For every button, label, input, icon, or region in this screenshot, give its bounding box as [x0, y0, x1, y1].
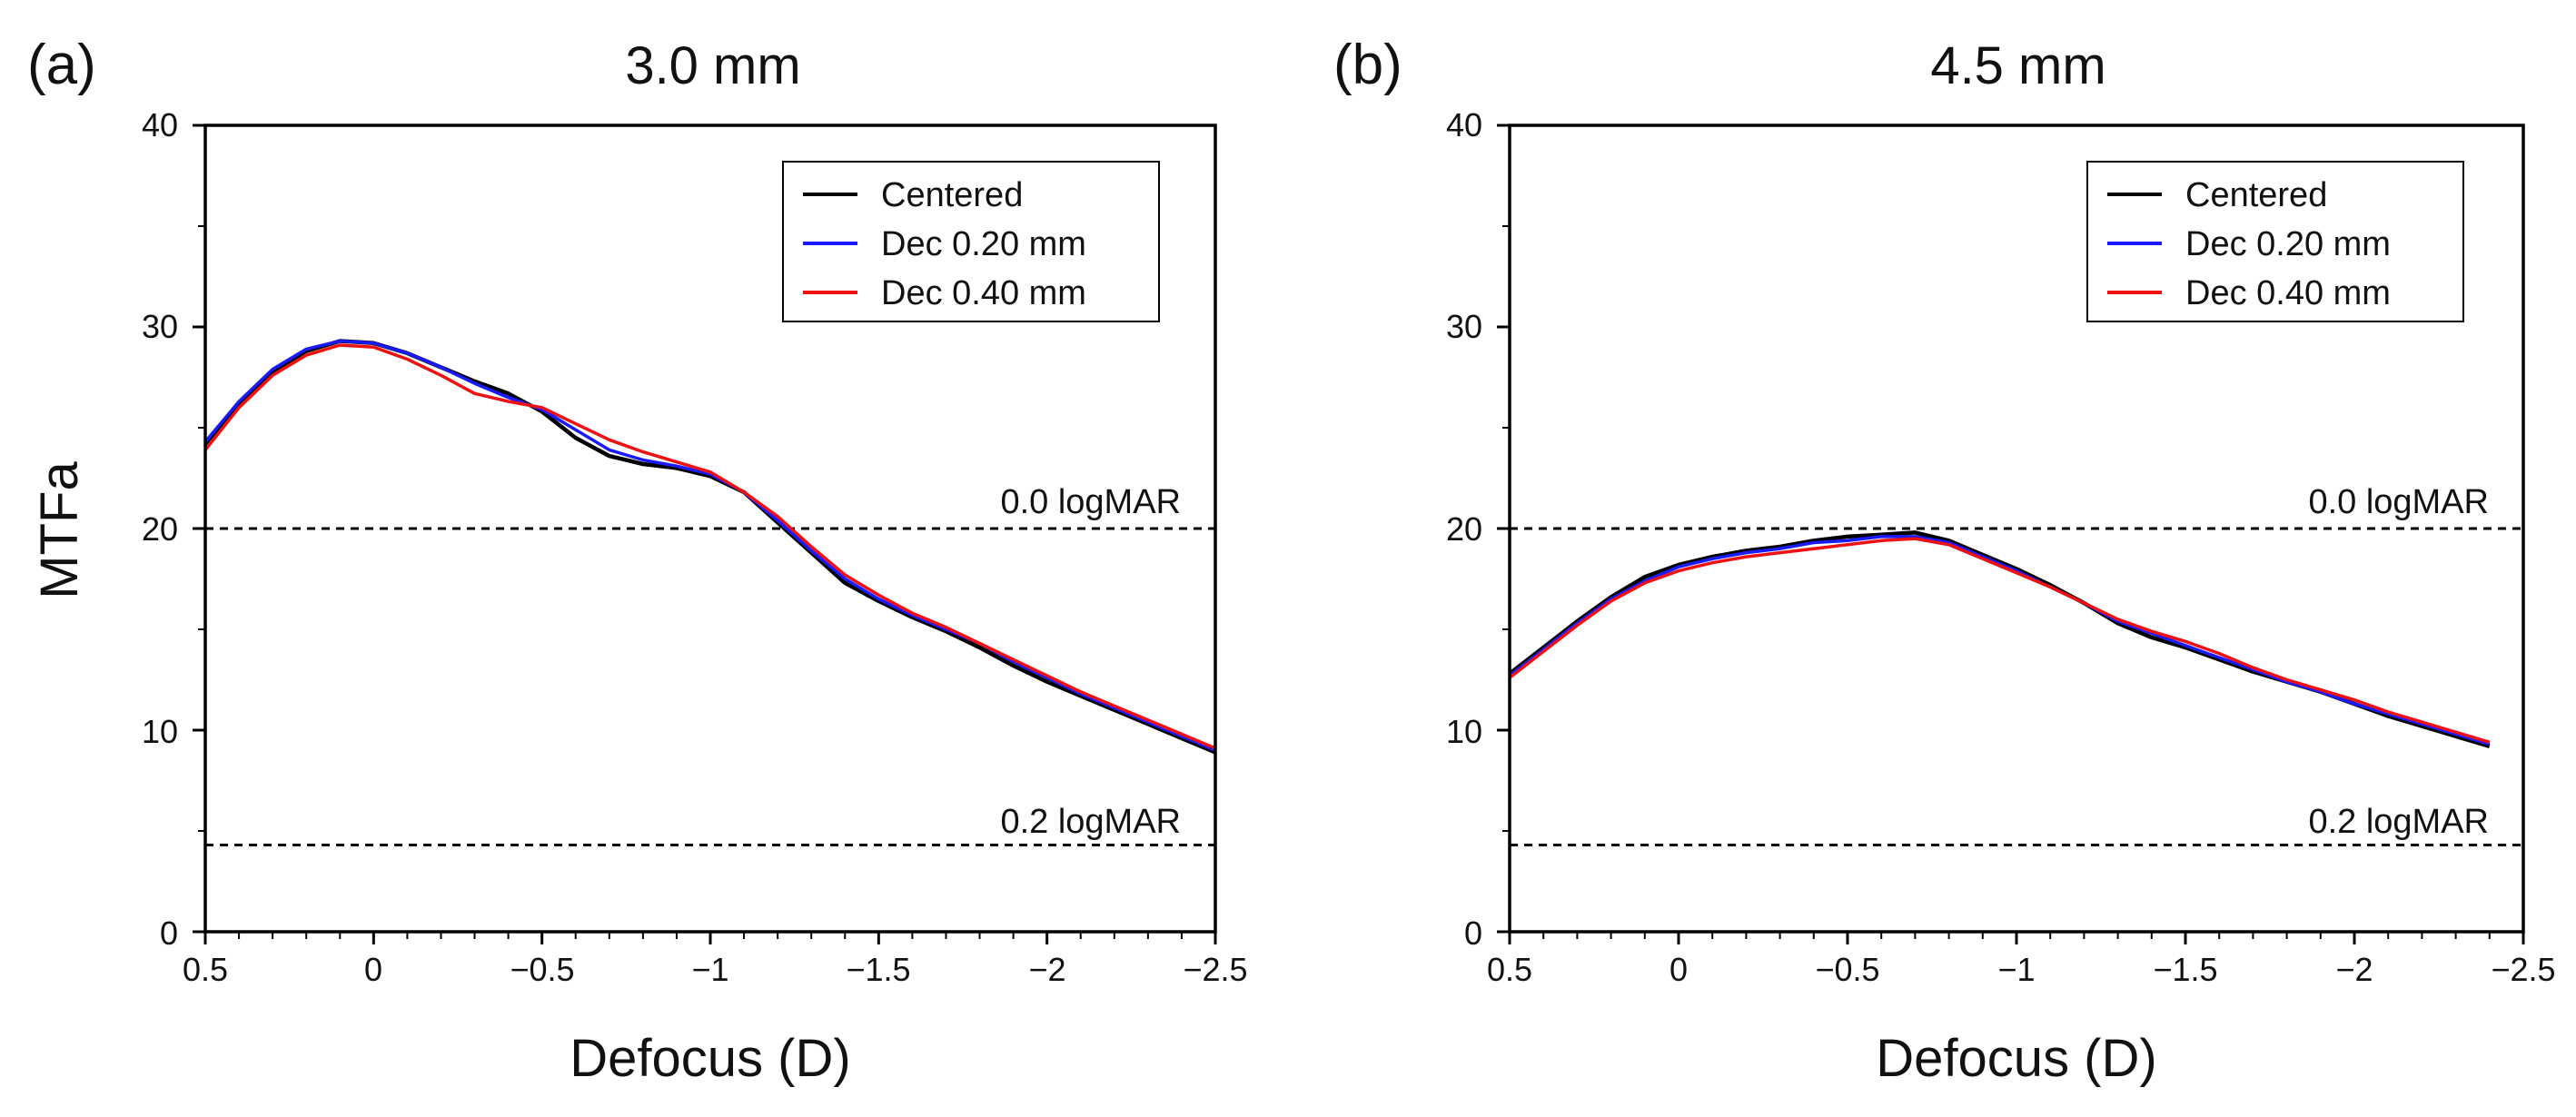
- panel-a-tick-marks: [193, 124, 1217, 944]
- panel-a-series-line-dec-0-40-mm: [203, 343, 1216, 750]
- panel-a-legend-label: Dec 0.40 mm: [881, 274, 1086, 312]
- panel-b-ytick-label: 40: [1446, 106, 1482, 143]
- panel-a-xtick-label: −2: [1028, 951, 1065, 988]
- panel-a-legend: Centered Dec 0.20 mm Dec 0.40 mm: [782, 161, 1160, 322]
- panel-a-ref-label-1: 0.2 logMAR: [1000, 803, 1181, 841]
- panel-a-xtick-label: −0.5: [510, 951, 574, 988]
- panel-a-ytick-label: 10: [142, 713, 178, 750]
- panel-a-xtick-label: −2.5: [1183, 951, 1247, 988]
- panel-b-letter: (b): [1333, 34, 1402, 96]
- panel-b-ref-label-1: 0.2 logMAR: [2308, 803, 2489, 841]
- panel-a-legend-label: Centered: [881, 176, 1023, 214]
- panel-a-ytick-label: 20: [142, 510, 178, 548]
- panel-b-ytick-label: 20: [1446, 510, 1482, 548]
- panel-b-xtick-label: −1.5: [2153, 951, 2217, 988]
- panel-a-ytick-label: 0: [160, 914, 178, 952]
- panel-b-series-lines: [1508, 530, 2491, 748]
- panel-a-ytick-label: 30: [142, 308, 178, 345]
- panel-a-title: 3.0 mm: [625, 36, 800, 95]
- panel-a-x-tick-labels: 0.5 0 −0.5 −1 −1.5 −2 −2.5: [183, 951, 1248, 988]
- panel-a-series-line-centered: [203, 339, 1216, 755]
- panel-b-x-axis-title: Defocus (D): [1876, 1029, 2156, 1088]
- panel-a-xtick-label: 0: [364, 951, 382, 988]
- panel-a-series-lines: [203, 339, 1216, 755]
- panel-b-xtick-label: −2: [2335, 951, 2373, 988]
- panel-a-series-line-dec-0-20-mm: [203, 339, 1216, 752]
- panel-b-xtick-label: −1: [1997, 951, 2035, 988]
- panel-b-series-line-dec-0-20-mm: [1508, 535, 2491, 746]
- panel-a-xtick-label: −1: [691, 951, 728, 988]
- panel-a-y-axis-title: MTFa: [30, 461, 89, 599]
- panel-b: (b) 4.5 mm 0 10 20 30 40 0.5 0 −0.5 −1 −…: [1333, 34, 2556, 1088]
- panel-b-xtick-label: −0.5: [1815, 951, 1879, 988]
- panel-a-letter: (a): [27, 34, 96, 96]
- panel-b-legend-label: Centered: [2185, 176, 2327, 214]
- panel-a-ytick-label: 40: [142, 106, 178, 143]
- panel-a: (a) 3.0 mm 0 10 20 30 40 0.5 0 −0.5 −1 −…: [27, 34, 1248, 1088]
- panel-a-xtick-label: −1.5: [846, 951, 910, 988]
- panel-b-xtick-label: 0.5: [1487, 951, 1532, 988]
- panel-b-ytick-label: 10: [1446, 713, 1482, 750]
- panel-b-title: 4.5 mm: [1930, 36, 2105, 95]
- panel-b-ytick-label: 0: [1464, 914, 1482, 952]
- panel-b-xtick-label: 0: [1669, 951, 1688, 988]
- panel-b-y-tick-labels: 0 10 20 30 40: [1446, 106, 1482, 952]
- panel-a-y-tick-labels: 0 10 20 30 40: [142, 106, 178, 952]
- panel-b-tick-marks: [1497, 124, 2525, 944]
- panel-b-ref-label-0: 0.0 logMAR: [2308, 483, 2489, 521]
- panel-a-xtick-label: 0.5: [183, 951, 228, 988]
- panel-b-xtick-label: −2.5: [2491, 951, 2555, 988]
- panel-a-x-axis-title: Defocus (D): [570, 1029, 850, 1088]
- panel-b-x-tick-labels: 0.5 0 −0.5 −1 −1.5 −2 −2.5: [1487, 951, 2556, 988]
- panel-b-reference-lines: [1510, 527, 2523, 847]
- panel-b-legend: Centered Dec 0.20 mm Dec 0.40 mm: [2086, 161, 2464, 322]
- panel-a-legend-label: Dec 0.20 mm: [881, 225, 1086, 263]
- panel-b-legend-label: Dec 0.20 mm: [2185, 225, 2391, 263]
- panel-a-ref-label-0: 0.0 logMAR: [1000, 483, 1181, 521]
- panel-b-legend-label: Dec 0.40 mm: [2185, 274, 2391, 312]
- panel-b-series-line-dec-0-40-mm: [1508, 537, 2491, 744]
- panel-b-ytick-label: 30: [1446, 308, 1482, 345]
